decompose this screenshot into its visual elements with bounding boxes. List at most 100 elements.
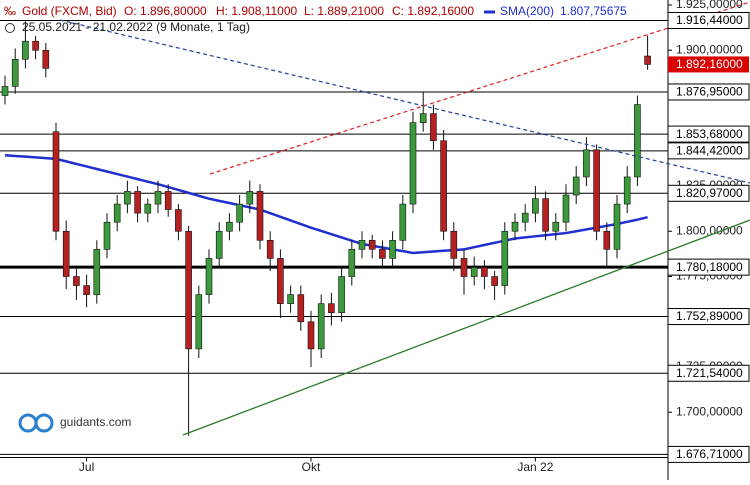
candle-body	[256, 191, 264, 241]
level-label: 1.876,95000	[676, 85, 743, 99]
candle-body	[215, 230, 223, 259]
candle-body	[572, 176, 580, 196]
candle-body	[83, 285, 90, 295]
candle-body	[491, 276, 498, 286]
candle-body	[226, 221, 233, 232]
level-label: 1.676,71000	[676, 447, 743, 461]
candle-body	[521, 212, 529, 223]
header-close: C: 1.892,16000	[392, 4, 474, 18]
sma-line	[4, 153, 648, 255]
candle-body	[113, 203, 121, 223]
header-range: 25.05.2021 - 21.02.2022 (9 Monate, 1 Tag…	[22, 20, 250, 34]
clock-icon	[5, 23, 15, 33]
candle-body	[419, 113, 427, 123]
candle-body	[277, 258, 284, 304]
last-price-label: 1.892,16000	[676, 57, 743, 71]
level-label-box	[667, 445, 750, 463]
candle-body	[481, 267, 488, 277]
candle-body	[185, 230, 192, 350]
level-label: 1.721,54000	[676, 366, 743, 380]
candle-body	[246, 191, 254, 205]
candle-body	[613, 203, 621, 250]
candle-body	[368, 240, 376, 250]
level-label-box	[667, 184, 750, 202]
last-price-box	[668, 56, 749, 73]
candle-body	[379, 249, 386, 259]
candle-body	[124, 191, 131, 205]
candle-body	[11, 58, 19, 87]
candle-body	[175, 209, 182, 232]
candle-body	[562, 194, 570, 223]
candle-body	[42, 49, 50, 69]
level-label-box	[667, 142, 750, 160]
candle-body	[501, 230, 509, 286]
candle-body	[328, 303, 335, 313]
candle-body	[307, 321, 315, 350]
level-label: 1.853,68000	[676, 127, 743, 141]
level-label: 1.844,42000	[676, 144, 743, 158]
level-label-box	[667, 258, 750, 276]
header-symbol: Gold (FXCM, Bid)	[22, 4, 117, 18]
level-label: 1.780,18000	[676, 260, 743, 274]
header-sma-name: SMA(200)	[500, 4, 554, 18]
candle-body	[287, 294, 294, 304]
candle-body	[358, 240, 366, 250]
header-high: H: 1.908,11000	[216, 4, 298, 18]
candle-body	[338, 276, 345, 314]
y-tick-label: 1.700,00000	[676, 404, 743, 418]
candle-body	[552, 221, 560, 232]
logo: guidants.com	[18, 413, 131, 433]
candle-body	[389, 240, 396, 259]
candle-body	[52, 131, 60, 232]
candle-body	[634, 104, 641, 178]
header-sma-value: 1.807,75675	[560, 4, 627, 18]
level-label: 1.916,44000	[676, 13, 743, 27]
candle-body	[297, 294, 305, 323]
level-label: 1.820,97000	[676, 186, 743, 200]
x-tick-label: Jul	[79, 460, 94, 474]
y-tick-label: 1.925,00000	[676, 0, 743, 11]
candle-body	[205, 258, 213, 295]
candle-body	[93, 249, 101, 295]
level-label-box	[667, 83, 750, 101]
candle-body	[603, 230, 611, 250]
candle-body	[32, 40, 39, 51]
logo-icon	[34, 413, 54, 433]
candle-body	[22, 40, 29, 60]
candle-body	[511, 221, 519, 232]
candle-body	[73, 276, 80, 286]
candle-body	[409, 122, 417, 205]
candle-body	[103, 221, 111, 250]
candle-body	[317, 303, 325, 350]
candle-body	[134, 191, 141, 214]
level-label-box	[667, 125, 750, 143]
level-label-box	[667, 308, 750, 326]
candle-body	[154, 191, 162, 205]
level-label-box	[667, 364, 750, 382]
candle-body	[440, 140, 447, 232]
candle-body	[583, 149, 590, 178]
header-icon: ‰	[4, 4, 16, 18]
header-open: O: 1.896,80000	[124, 4, 207, 18]
header-low: L: 1.889,21000	[304, 4, 384, 18]
candle-body	[195, 294, 203, 350]
candle-body	[430, 113, 437, 142]
candle-body	[470, 267, 478, 277]
trendline-green	[182, 219, 750, 436]
candle-body	[164, 191, 172, 210]
y-tick-label: 1.900,00000	[676, 42, 743, 56]
candle-body	[460, 258, 468, 277]
candle-body	[399, 203, 407, 241]
candle-body	[266, 240, 274, 259]
candle-body	[450, 230, 458, 259]
candle-body	[593, 149, 600, 232]
candle-body	[623, 176, 631, 205]
candle-body	[644, 55, 651, 65]
level-label: 1.752,89000	[676, 309, 743, 323]
candle-body	[1, 86, 9, 96]
trendline-blue	[59, 19, 750, 184]
logo-text: guidants.com	[60, 415, 131, 429]
candle-body	[62, 230, 70, 277]
